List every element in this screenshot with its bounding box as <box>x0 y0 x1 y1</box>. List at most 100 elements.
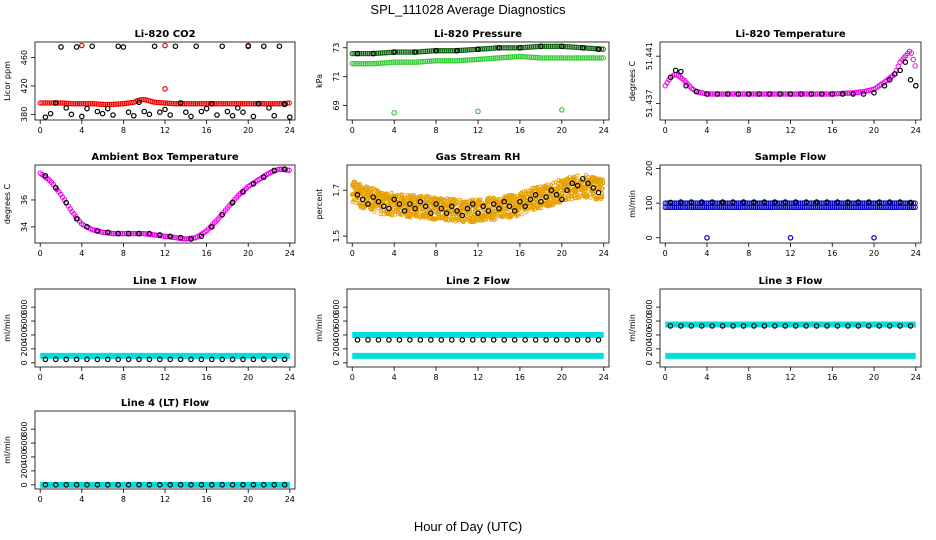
data-point <box>389 59 395 66</box>
data-point <box>445 58 452 64</box>
plot-frame <box>659 41 922 121</box>
data-point <box>362 60 369 67</box>
data-point <box>805 204 811 210</box>
data-point <box>365 186 370 191</box>
data-point <box>773 204 779 210</box>
data-point <box>198 108 205 115</box>
data-point <box>93 101 100 107</box>
data-point <box>451 47 457 54</box>
data-point <box>73 482 80 488</box>
data-point <box>715 204 721 210</box>
plot-frame <box>346 41 610 121</box>
data-point <box>733 204 740 210</box>
data-point <box>440 58 446 64</box>
data-point <box>470 56 476 63</box>
data-point <box>888 204 894 210</box>
data-point <box>534 54 540 61</box>
data-point <box>808 91 815 97</box>
data-point <box>673 204 680 210</box>
data-point <box>566 44 572 50</box>
data-point <box>407 209 412 214</box>
x-tick-label: 12 <box>160 495 170 504</box>
data-point <box>558 55 565 61</box>
data-point <box>551 55 557 61</box>
data-point <box>421 48 427 55</box>
data-point <box>239 100 246 107</box>
data-point <box>754 91 761 97</box>
x-tick-label: 20 <box>869 373 879 382</box>
plot-frame <box>34 410 296 490</box>
data-point <box>412 49 418 55</box>
data-point <box>460 47 467 53</box>
x-tick-label: 16 <box>827 126 837 135</box>
data-point <box>572 44 578 50</box>
data-point <box>865 204 871 210</box>
chart-panel: Gas Stream RH percent 0 4 8 12 16 20 24 1.5 1.7 <box>315 152 610 258</box>
data-point <box>703 204 710 210</box>
data-point <box>353 60 359 67</box>
data-point <box>748 204 755 210</box>
data-point <box>136 356 142 363</box>
data-point <box>522 203 528 210</box>
data-point <box>536 55 542 61</box>
chart-title: Ambient Box Temperature <box>91 152 238 163</box>
data-point <box>600 186 605 191</box>
data-point <box>538 206 543 211</box>
data-point <box>151 43 158 50</box>
data-point <box>73 215 80 222</box>
data-point <box>600 177 605 182</box>
data-point <box>406 49 412 55</box>
data-point <box>763 204 770 210</box>
data-point <box>63 199 69 206</box>
data-point <box>485 45 491 52</box>
data-point <box>904 204 911 210</box>
data-point <box>547 43 554 50</box>
data-point <box>396 49 403 55</box>
data-point <box>428 337 434 343</box>
data-point <box>717 204 723 210</box>
data-point <box>769 204 776 210</box>
data-point <box>477 46 484 52</box>
data-point <box>837 204 843 210</box>
x-tick-label: 0 <box>38 495 43 504</box>
data-point <box>480 203 487 210</box>
data-point <box>845 199 851 205</box>
data-point <box>575 55 582 61</box>
data-point <box>855 323 862 329</box>
data-point <box>709 204 715 210</box>
data-point <box>354 192 361 198</box>
data-point <box>884 204 890 210</box>
data-point <box>232 100 238 107</box>
data-point <box>354 337 361 343</box>
data-point <box>417 198 424 205</box>
data-point <box>782 91 789 97</box>
data-point <box>557 55 563 61</box>
x-tick-label: 20 <box>557 126 567 135</box>
data-point <box>188 356 194 363</box>
y-tick-label: 0 <box>645 235 654 240</box>
data-point <box>177 100 184 106</box>
data-point <box>229 199 236 206</box>
data-point <box>52 100 59 106</box>
data-point <box>524 54 531 60</box>
x-tick-label: 12 <box>473 249 483 258</box>
data-point <box>844 204 851 210</box>
data-point <box>496 55 503 61</box>
chart-title: Li-820 Pressure <box>434 29 522 40</box>
data-point <box>84 482 90 488</box>
data-point <box>541 43 548 50</box>
x-tick-label: 12 <box>160 249 170 258</box>
data-point <box>572 175 577 180</box>
data-point <box>394 49 401 55</box>
data-point <box>891 204 898 210</box>
data-point <box>188 482 194 488</box>
data-point <box>125 482 132 488</box>
x-tick-label: 16 <box>202 126 212 135</box>
data-point <box>415 210 420 215</box>
data-point <box>146 482 153 488</box>
data-point <box>595 189 602 196</box>
x-tick-label: 8 <box>121 126 126 135</box>
data-point <box>816 204 823 210</box>
data-point <box>662 204 668 210</box>
